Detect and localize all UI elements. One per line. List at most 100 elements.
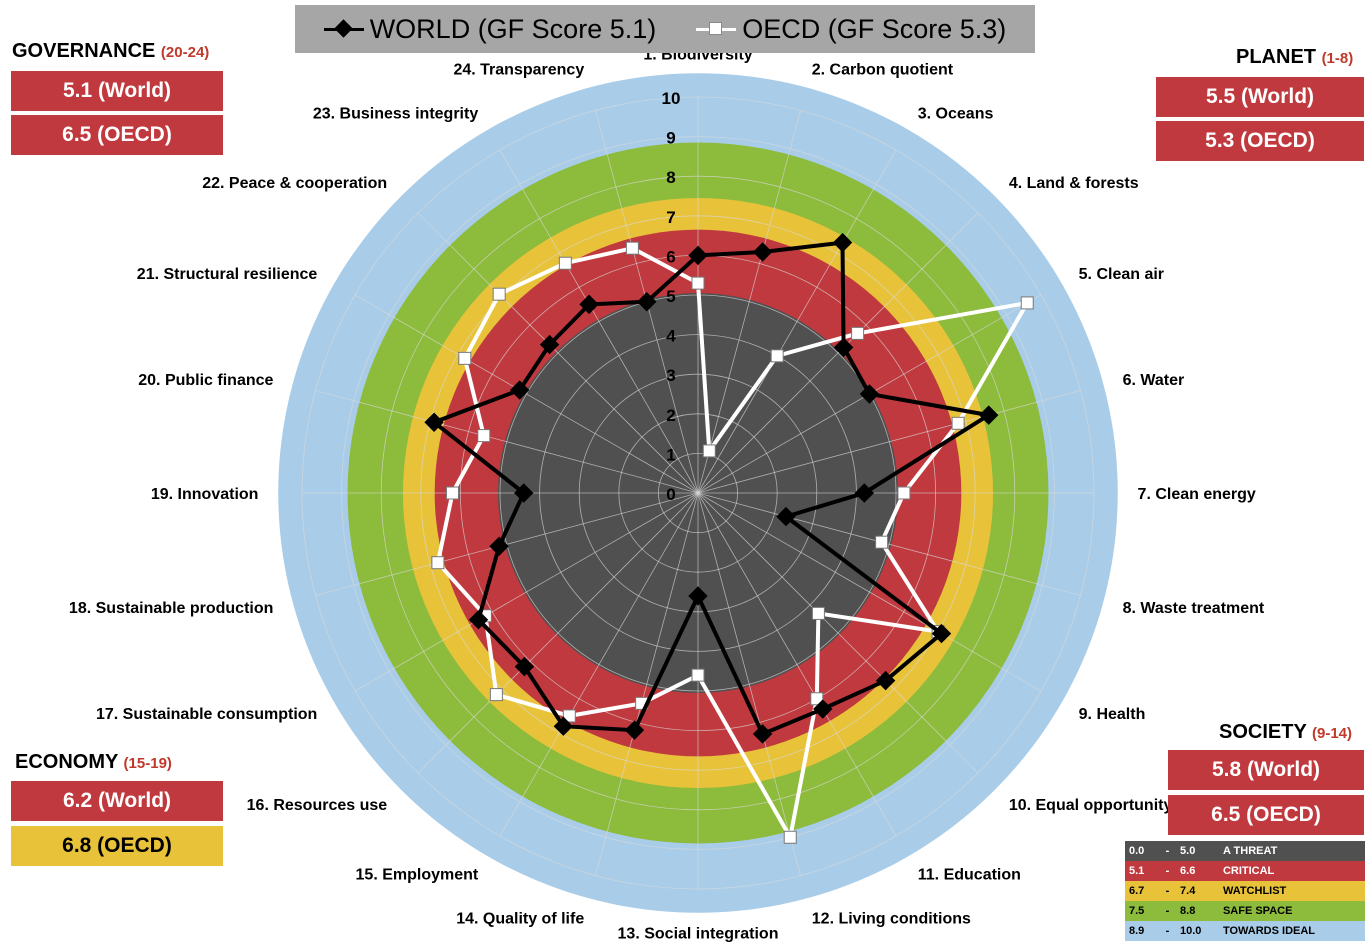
grid-spoke xyxy=(499,492,699,837)
data-point-world xyxy=(813,699,833,719)
grid-spoke xyxy=(697,149,897,494)
data-point-oecd xyxy=(1020,296,1034,310)
category-label: 5. Clean air xyxy=(1079,266,1164,283)
society-world-score: 5.8 (World) xyxy=(1168,750,1364,790)
radial-tick-label: 7 xyxy=(666,208,675,227)
legend-world-label: WORLD (GF Score 5.1) xyxy=(369,13,657,44)
legend-item-world: WORLD (GF Score 5.1) xyxy=(323,13,657,45)
governance-oecd-score: 6.5 (OECD) xyxy=(11,115,223,155)
data-point-world xyxy=(776,506,796,527)
radial-tick-label: 5 xyxy=(666,287,675,306)
category-label: 4. Land & forests xyxy=(1009,175,1139,192)
data-point-world xyxy=(539,334,560,355)
data-point-world xyxy=(489,536,509,557)
category-label: 15. Employment xyxy=(356,867,479,884)
scale-from: 8.9 xyxy=(1129,925,1145,937)
grid-spoke xyxy=(697,212,979,494)
category-label: 22. Peace & cooperation xyxy=(202,175,387,192)
data-point-world xyxy=(832,232,853,253)
data-point-oecd xyxy=(691,668,705,682)
scale-row: 0.0 -5.0 A THREAT xyxy=(1125,841,1365,861)
data-point-world xyxy=(514,656,535,677)
category-label: 20. Public finance xyxy=(138,372,273,389)
data-point-oecd xyxy=(445,486,459,500)
category-label: 14. Quality of life xyxy=(456,911,584,928)
data-point-oecd xyxy=(851,326,865,340)
category-label: 6. Water xyxy=(1123,372,1185,389)
economy-oecd-score: 6.8 (OECD) xyxy=(11,826,223,866)
scale-to: 8.8 xyxy=(1180,905,1196,917)
data-point-world xyxy=(688,245,708,266)
category-label: 16. Resources use xyxy=(247,797,388,814)
scale-from: 0.0 xyxy=(1129,845,1145,857)
category-label: 9. Health xyxy=(1079,706,1146,723)
data-point-world xyxy=(637,292,657,312)
data-point-world xyxy=(424,412,444,432)
scale-dash: - xyxy=(1165,865,1170,877)
data-point-oecd xyxy=(562,709,576,723)
data-point-world xyxy=(509,380,530,400)
scale-dash: - xyxy=(1165,885,1170,897)
category-label: 3. Oceans xyxy=(918,105,994,122)
radial-tick-label: 1 xyxy=(666,445,675,464)
scale-from: 7.5 xyxy=(1129,905,1145,917)
economy-title: ECONOMY (15-19) xyxy=(15,751,172,773)
grid-spoke xyxy=(499,149,699,494)
scale-label: A THREAT xyxy=(1222,845,1278,857)
square-icon xyxy=(696,19,737,39)
data-point-world xyxy=(978,405,999,425)
scale-to: 5.0 xyxy=(1180,845,1196,857)
data-point-oecd xyxy=(431,556,445,570)
category-label: 21. Structural resilience xyxy=(137,266,318,283)
grid-spoke xyxy=(354,294,699,494)
scale-label: SAFE SPACE xyxy=(1222,905,1293,917)
society-oecd-score: 6.5 (OECD) xyxy=(1168,795,1364,835)
data-point-oecd xyxy=(811,606,825,620)
grid-spoke xyxy=(417,212,699,494)
category-label: 10. Equal opportunity xyxy=(1009,797,1173,814)
data-point-world xyxy=(688,586,708,606)
radial-tick-label: 10 xyxy=(662,89,681,108)
data-point-world xyxy=(752,724,773,744)
data-point-world xyxy=(752,242,773,262)
data-point-world xyxy=(931,623,952,644)
data-point-oecd xyxy=(951,416,965,430)
data-point-oecd xyxy=(783,830,797,844)
grid-spoke xyxy=(697,492,1042,692)
planet-world-score: 5.5 (World) xyxy=(1156,77,1364,117)
data-point-world xyxy=(579,294,599,315)
scale-dash: - xyxy=(1165,905,1170,917)
radial-tick-label: 3 xyxy=(666,366,675,385)
grid-spoke xyxy=(697,390,1081,494)
society-title: SOCIETY (9-14) xyxy=(1219,721,1353,743)
data-point-oecd xyxy=(625,241,639,255)
category-label: 7. Clean energy xyxy=(1138,486,1256,503)
data-point-world xyxy=(854,483,875,503)
data-point-world xyxy=(468,610,489,630)
grid-spoke xyxy=(697,492,801,876)
scale-to: 10.0 xyxy=(1180,925,1202,937)
scale-from: 6.7 xyxy=(1129,885,1145,897)
scale-label: CRITICAL xyxy=(1222,865,1275,877)
data-point-oecd xyxy=(489,688,503,702)
data-point-world xyxy=(875,670,896,691)
planet-oecd-score: 5.3 (OECD) xyxy=(1156,121,1364,161)
data-point-world xyxy=(624,720,645,740)
category-label: 11. Education xyxy=(918,867,1021,884)
category-label: 13. Social integration xyxy=(618,926,779,943)
scale-dash: - xyxy=(1165,845,1170,857)
data-point-oecd xyxy=(477,429,491,443)
category-label: 23. Business integrity xyxy=(313,105,478,122)
data-point-oecd xyxy=(897,486,911,500)
grid-spoke xyxy=(315,390,699,494)
scale-row: 8.9 -10.0 TOWARDS IDEAL xyxy=(1125,921,1365,941)
category-label: 19. Innovation xyxy=(151,486,259,503)
scale-to: 7.4 xyxy=(1180,885,1196,897)
scale-label: TOWARDS IDEAL xyxy=(1222,925,1316,937)
category-label: 18. Sustainable production xyxy=(69,600,273,617)
economy-world-score: 6.2 (World) xyxy=(11,781,223,821)
category-label: 12. Living conditions xyxy=(812,911,971,928)
radial-tick-label: 9 xyxy=(666,129,675,148)
planet-title: PLANET (1-8) xyxy=(1236,46,1354,68)
